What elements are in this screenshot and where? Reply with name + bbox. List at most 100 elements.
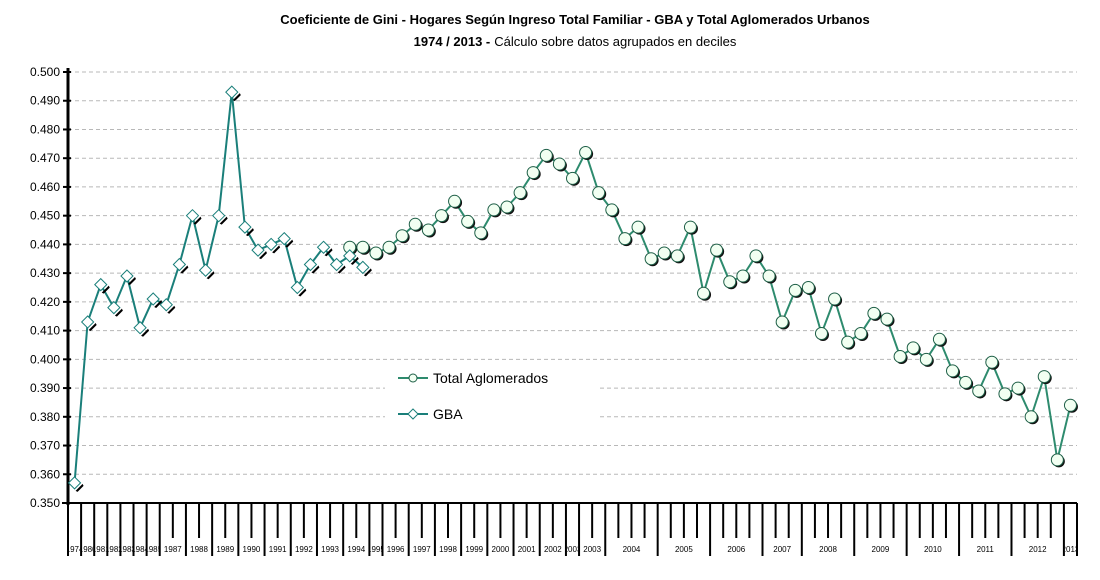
period-label: IV [1052, 507, 1062, 515]
data-point [146, 292, 160, 306]
data-point [657, 246, 671, 260]
period-label: IV [948, 507, 958, 515]
marker-shadow [363, 268, 372, 277]
period-label: Octubre [174, 507, 184, 538]
data-point [605, 203, 619, 217]
year-label: 1998 [439, 545, 457, 554]
data-point [670, 249, 684, 263]
period-label: Octubre [148, 507, 158, 538]
data-point [801, 281, 815, 294]
data-point [972, 384, 986, 398]
data-point [932, 332, 946, 346]
period-label: III [581, 507, 591, 514]
chart-subtitle: 1974 / 2013 - Cálculo sobre datos agrupad… [414, 34, 737, 49]
marker-shadow [245, 228, 254, 237]
data-point [854, 326, 868, 340]
data-point [893, 349, 907, 363]
period-label: Mayo [319, 507, 329, 528]
legend-diamond-icon [407, 408, 419, 420]
marker-shadow [127, 277, 136, 286]
period-label: IV [646, 507, 656, 515]
period-label: Mayo [371, 507, 381, 528]
data-point [369, 246, 383, 260]
data-point [919, 352, 933, 366]
y-tick-label: 0.470 [30, 151, 60, 165]
data-point [998, 387, 1012, 401]
year-label: 1996 [387, 545, 405, 554]
marker-shadow [114, 308, 123, 317]
data-point [513, 186, 527, 200]
y-tick-label: 0.500 [30, 65, 60, 79]
data-point [356, 260, 370, 275]
period-label: Mayo [161, 507, 171, 528]
data-point [723, 275, 737, 289]
year-label: 1992 [295, 545, 313, 554]
period-label: Mayo [240, 507, 250, 528]
data-point [277, 231, 291, 246]
data-point [526, 166, 540, 180]
year-label: 2007 [773, 545, 791, 554]
marker-shadow [350, 256, 359, 265]
period-label: I [856, 507, 866, 509]
legend-label-gba: GBA [433, 406, 463, 422]
data-point [985, 355, 999, 369]
year-label: 1991 [269, 545, 287, 554]
period-label: IV [895, 507, 905, 515]
data-point [1050, 453, 1064, 467]
data-point [264, 237, 278, 252]
data-point [1011, 381, 1025, 395]
year-label: 1980 [79, 545, 97, 554]
marker-shadow [285, 239, 294, 248]
period-label: Octubre [122, 507, 132, 538]
marker-shadow [154, 299, 163, 308]
data-point [133, 321, 147, 335]
y-tick-label: 0.460 [30, 180, 60, 194]
period-label: Octubre [253, 507, 263, 538]
data-point [644, 252, 658, 266]
y-tick-label: 0.390 [30, 381, 60, 395]
data-point [841, 335, 855, 349]
y-tick-label: 0.400 [30, 352, 60, 366]
data-point [775, 315, 789, 329]
data-point [211, 208, 226, 223]
period-label: I [908, 507, 918, 509]
data-point [356, 240, 370, 254]
period-label: I [961, 507, 971, 509]
data-point [303, 257, 318, 272]
marker-shadow [324, 248, 333, 257]
data-point [1024, 410, 1038, 424]
data-point [343, 249, 357, 263]
data-point [120, 269, 134, 283]
period-label: II [869, 507, 879, 512]
y-tick-label: 0.360 [30, 467, 60, 481]
data-point [1063, 398, 1077, 412]
data-point [683, 220, 697, 234]
data-point [408, 217, 422, 231]
marker-shadow [193, 216, 202, 225]
data-point [880, 312, 894, 326]
year-label: 1983 [118, 545, 136, 554]
period-label: Octubre [423, 507, 433, 538]
period-label: IV [843, 507, 853, 515]
period-label: II [777, 507, 787, 512]
subtitle-bold: 1974 / 2013 - [414, 34, 491, 49]
data-point [434, 209, 448, 223]
marker-shadow [232, 93, 241, 102]
period-label: I [1065, 507, 1075, 509]
period-label: I [764, 507, 774, 509]
period-label: Octubre [450, 507, 460, 538]
data-point [828, 292, 842, 306]
y-tick-label: 0.410 [30, 324, 60, 338]
data-point [107, 300, 121, 315]
period-label: Octubre [476, 507, 486, 538]
marker-shadow [259, 251, 268, 260]
data-point [172, 257, 187, 272]
period-label: Octubre [305, 507, 315, 538]
period-label: IV [594, 507, 604, 515]
data-point [94, 277, 108, 292]
data-point [159, 298, 173, 312]
year-label: 2004 [623, 545, 641, 554]
data-point [552, 157, 566, 171]
year-label: 1988 [190, 545, 208, 554]
